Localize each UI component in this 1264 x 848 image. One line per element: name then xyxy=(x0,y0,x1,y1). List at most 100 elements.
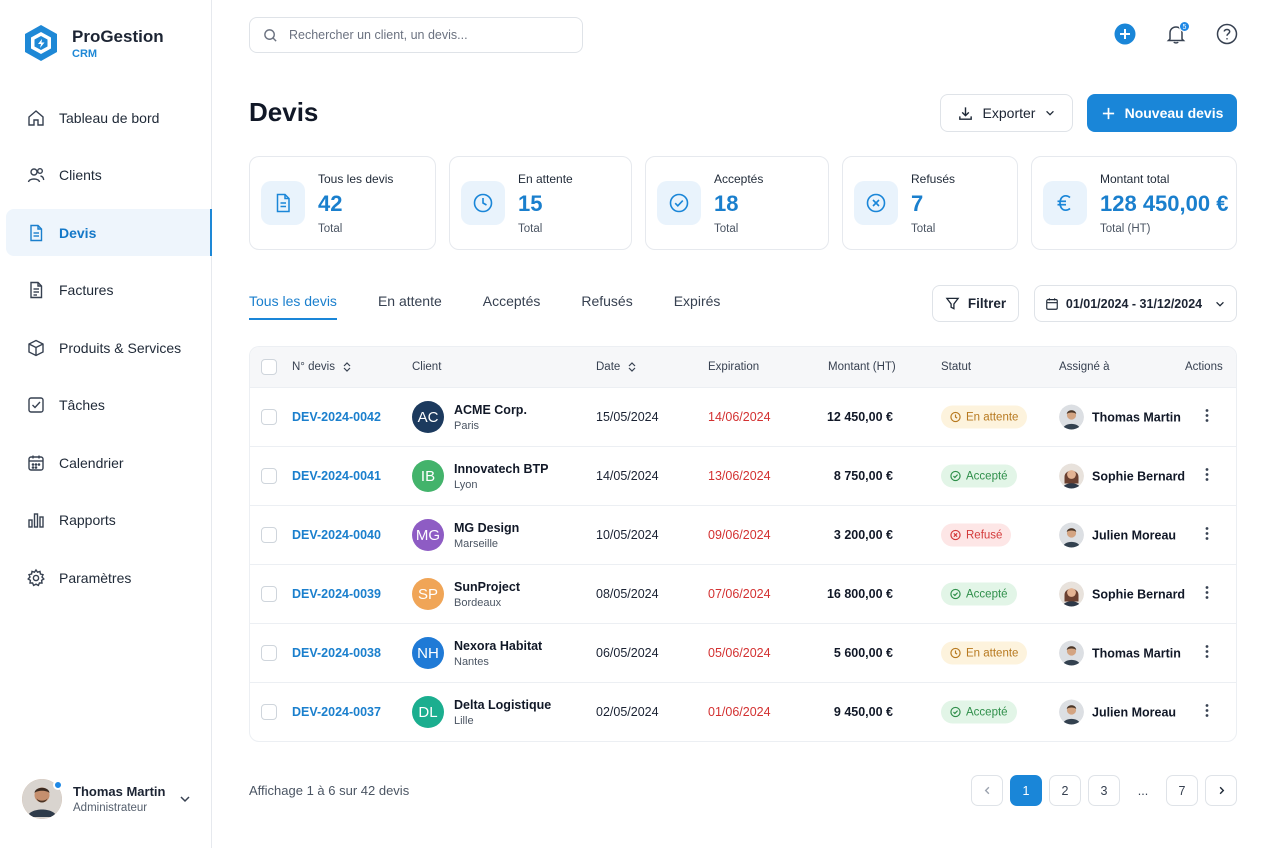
column-header-date[interactable]: Date xyxy=(596,361,636,373)
date-range-picker[interactable]: 01/01/2024 - 31/12/2024 xyxy=(1034,285,1237,322)
page-button-1[interactable]: 1 xyxy=(1010,775,1042,806)
client-cell[interactable]: AC ACME Corp. Paris xyxy=(412,401,527,433)
user-menu[interactable]: Thomas Martin Administrateur xyxy=(22,779,192,819)
stat-card-pending[interactable]: En attente 15 Total xyxy=(449,156,632,250)
sidebar-item-produits-services[interactable]: Produits & Services xyxy=(6,324,212,371)
chevron-down-icon xyxy=(1046,110,1055,116)
table-row[interactable]: DEV-2024-0038 NH Nexora Habitat Nantes 06/05… xyxy=(250,623,1236,682)
sidebar-item-label: Clients xyxy=(59,167,102,183)
user-avatar-icon xyxy=(22,779,62,819)
new-quote-button[interactable]: Nouveau devis xyxy=(1087,94,1237,132)
filter-button[interactable]: Filtrer xyxy=(932,285,1019,322)
row-actions-button[interactable] xyxy=(1205,704,1209,721)
search-bar[interactable] xyxy=(249,17,583,53)
stat-label: Montant total xyxy=(1100,172,1170,186)
sidebar-item-clients[interactable]: Clients xyxy=(6,152,212,199)
quote-number-link[interactable]: DEV-2024-0039 xyxy=(292,587,381,601)
row-actions-button[interactable] xyxy=(1205,586,1209,603)
assignee-cell[interactable]: Sophie Bernard xyxy=(1059,463,1185,489)
export-button[interactable]: Exporter xyxy=(940,94,1073,132)
sidebar-item-parametres[interactable]: Paramètres xyxy=(6,554,212,601)
calendar-icon xyxy=(28,455,44,471)
stat-card-all[interactable]: Tous les devis 42 Total xyxy=(249,156,436,250)
client-city: Marseille xyxy=(454,537,499,550)
help-button[interactable] xyxy=(1216,23,1238,45)
brand[interactable]: ProGestion CRM xyxy=(22,24,164,62)
quote-number-link[interactable]: DEV-2024-0042 xyxy=(292,410,381,424)
page-button-2[interactable]: 2 xyxy=(1049,775,1081,806)
row-actions-button[interactable] xyxy=(1205,468,1209,485)
table-row[interactable]: DEV-2024-0042 AC ACME Corp. Paris 15/05/2024… xyxy=(250,387,1236,446)
sidebar-item-factures[interactable]: Factures xyxy=(6,267,212,314)
stat-icon-box xyxy=(854,181,898,225)
quote-amount: 8 750,00 € xyxy=(833,469,893,483)
row-actions-button[interactable] xyxy=(1205,527,1209,544)
sidebar-item-calendrier[interactable]: Calendrier xyxy=(6,439,212,486)
status-label: Accepté xyxy=(966,588,1008,600)
page-button-3[interactable]: 3 xyxy=(1088,775,1120,806)
sidebar-item-tableau-de-bord[interactable]: Tableau de bord xyxy=(6,94,212,141)
assignee-cell[interactable]: Julien Moreau xyxy=(1059,522,1176,548)
stat-card-refused[interactable]: Refusés 7 Total xyxy=(842,156,1018,250)
add-button[interactable] xyxy=(1114,23,1136,45)
client-cell[interactable]: NH Nexora Habitat Nantes xyxy=(412,637,542,669)
assignee-cell[interactable]: Julien Moreau xyxy=(1059,699,1176,725)
stat-label: Acceptés xyxy=(714,172,764,186)
sidebar-item-taches[interactable]: Tâches xyxy=(6,382,212,429)
notifications-button[interactable]: 5 xyxy=(1165,21,1190,45)
assignee-cell[interactable]: Thomas Martin xyxy=(1059,404,1181,430)
assignee-cell[interactable]: Sophie Bernard xyxy=(1059,581,1185,607)
column-header-actions: Actions xyxy=(1185,361,1223,373)
row-checkbox[interactable] xyxy=(261,704,277,720)
chevron-left-icon xyxy=(984,786,989,795)
help-icon xyxy=(1216,23,1238,45)
next-page-button[interactable] xyxy=(1205,775,1237,806)
table-row[interactable]: DEV-2024-0039 SP SunProject Bordeaux 08/05/2… xyxy=(250,564,1236,623)
client-cell[interactable]: MG MG Design Marseille xyxy=(412,519,519,551)
tab-expired[interactable]: Expirés xyxy=(673,293,721,309)
prev-page-button[interactable] xyxy=(971,775,1003,806)
chevron-down-icon xyxy=(1216,301,1224,307)
row-actions-button[interactable] xyxy=(1205,409,1209,426)
stat-card-total-amount[interactable]: Montant total 128 450,00 € Total (HT) xyxy=(1031,156,1237,250)
client-city: Nantes xyxy=(454,655,489,668)
quote-number-link[interactable]: DEV-2024-0040 xyxy=(292,528,381,542)
row-checkbox[interactable] xyxy=(261,468,277,484)
person-avatar-icon xyxy=(1059,581,1084,607)
tab-all[interactable]: Tous les devis xyxy=(249,293,337,320)
online-status-dot xyxy=(53,780,63,790)
status-tabs: Tous les devis En attente Acceptés Refus… xyxy=(249,293,761,320)
client-cell[interactable]: IB Innovatech BTP Lyon xyxy=(412,460,548,492)
table-row[interactable]: DEV-2024-0040 MG MG Design Marseille 10/05/2… xyxy=(250,505,1236,564)
column-header-number[interactable]: N° devis xyxy=(292,361,351,373)
tab-refused[interactable]: Refusés xyxy=(581,293,633,309)
client-cell[interactable]: SP SunProject Bordeaux xyxy=(412,578,520,610)
chevron-down-icon[interactable] xyxy=(178,792,192,806)
quote-number-link[interactable]: DEV-2024-0038 xyxy=(292,646,381,660)
filter-icon xyxy=(945,297,960,310)
row-checkbox[interactable] xyxy=(261,527,277,543)
table-row[interactable]: DEV-2024-0041 IB Innovatech BTP Lyon 14/05/2… xyxy=(250,446,1236,505)
quote-number-link[interactable]: DEV-2024-0037 xyxy=(292,705,381,719)
page-button-7[interactable]: 7 xyxy=(1166,775,1198,806)
select-all-checkbox[interactable] xyxy=(261,359,277,375)
row-actions-button[interactable] xyxy=(1205,645,1209,662)
gear-icon xyxy=(27,568,45,586)
box-icon xyxy=(28,339,44,356)
status-badge: Accepté xyxy=(941,700,1017,724)
row-checkbox[interactable] xyxy=(261,645,277,661)
search-input[interactable] xyxy=(289,28,569,42)
tab-pending[interactable]: En attente xyxy=(377,293,442,309)
row-checkbox[interactable] xyxy=(261,409,277,425)
quote-number-link[interactable]: DEV-2024-0041 xyxy=(292,469,381,483)
client-cell[interactable]: DL Delta Logistique Lille xyxy=(412,696,551,728)
more-vertical-icon xyxy=(1205,409,1209,422)
sidebar-item-devis[interactable]: Devis xyxy=(6,209,212,256)
assignee-cell[interactable]: Thomas Martin xyxy=(1059,640,1181,666)
tab-accepted[interactable]: Acceptés xyxy=(482,293,541,309)
sidebar-item-rapports[interactable]: Rapports xyxy=(6,497,212,544)
stat-card-accepted[interactable]: Acceptés 18 Total xyxy=(645,156,829,250)
row-checkbox[interactable] xyxy=(261,586,277,602)
client-avatar: IB xyxy=(412,460,444,492)
table-row[interactable]: DEV-2024-0037 DL Delta Logistique Lille 02/0… xyxy=(250,682,1236,741)
